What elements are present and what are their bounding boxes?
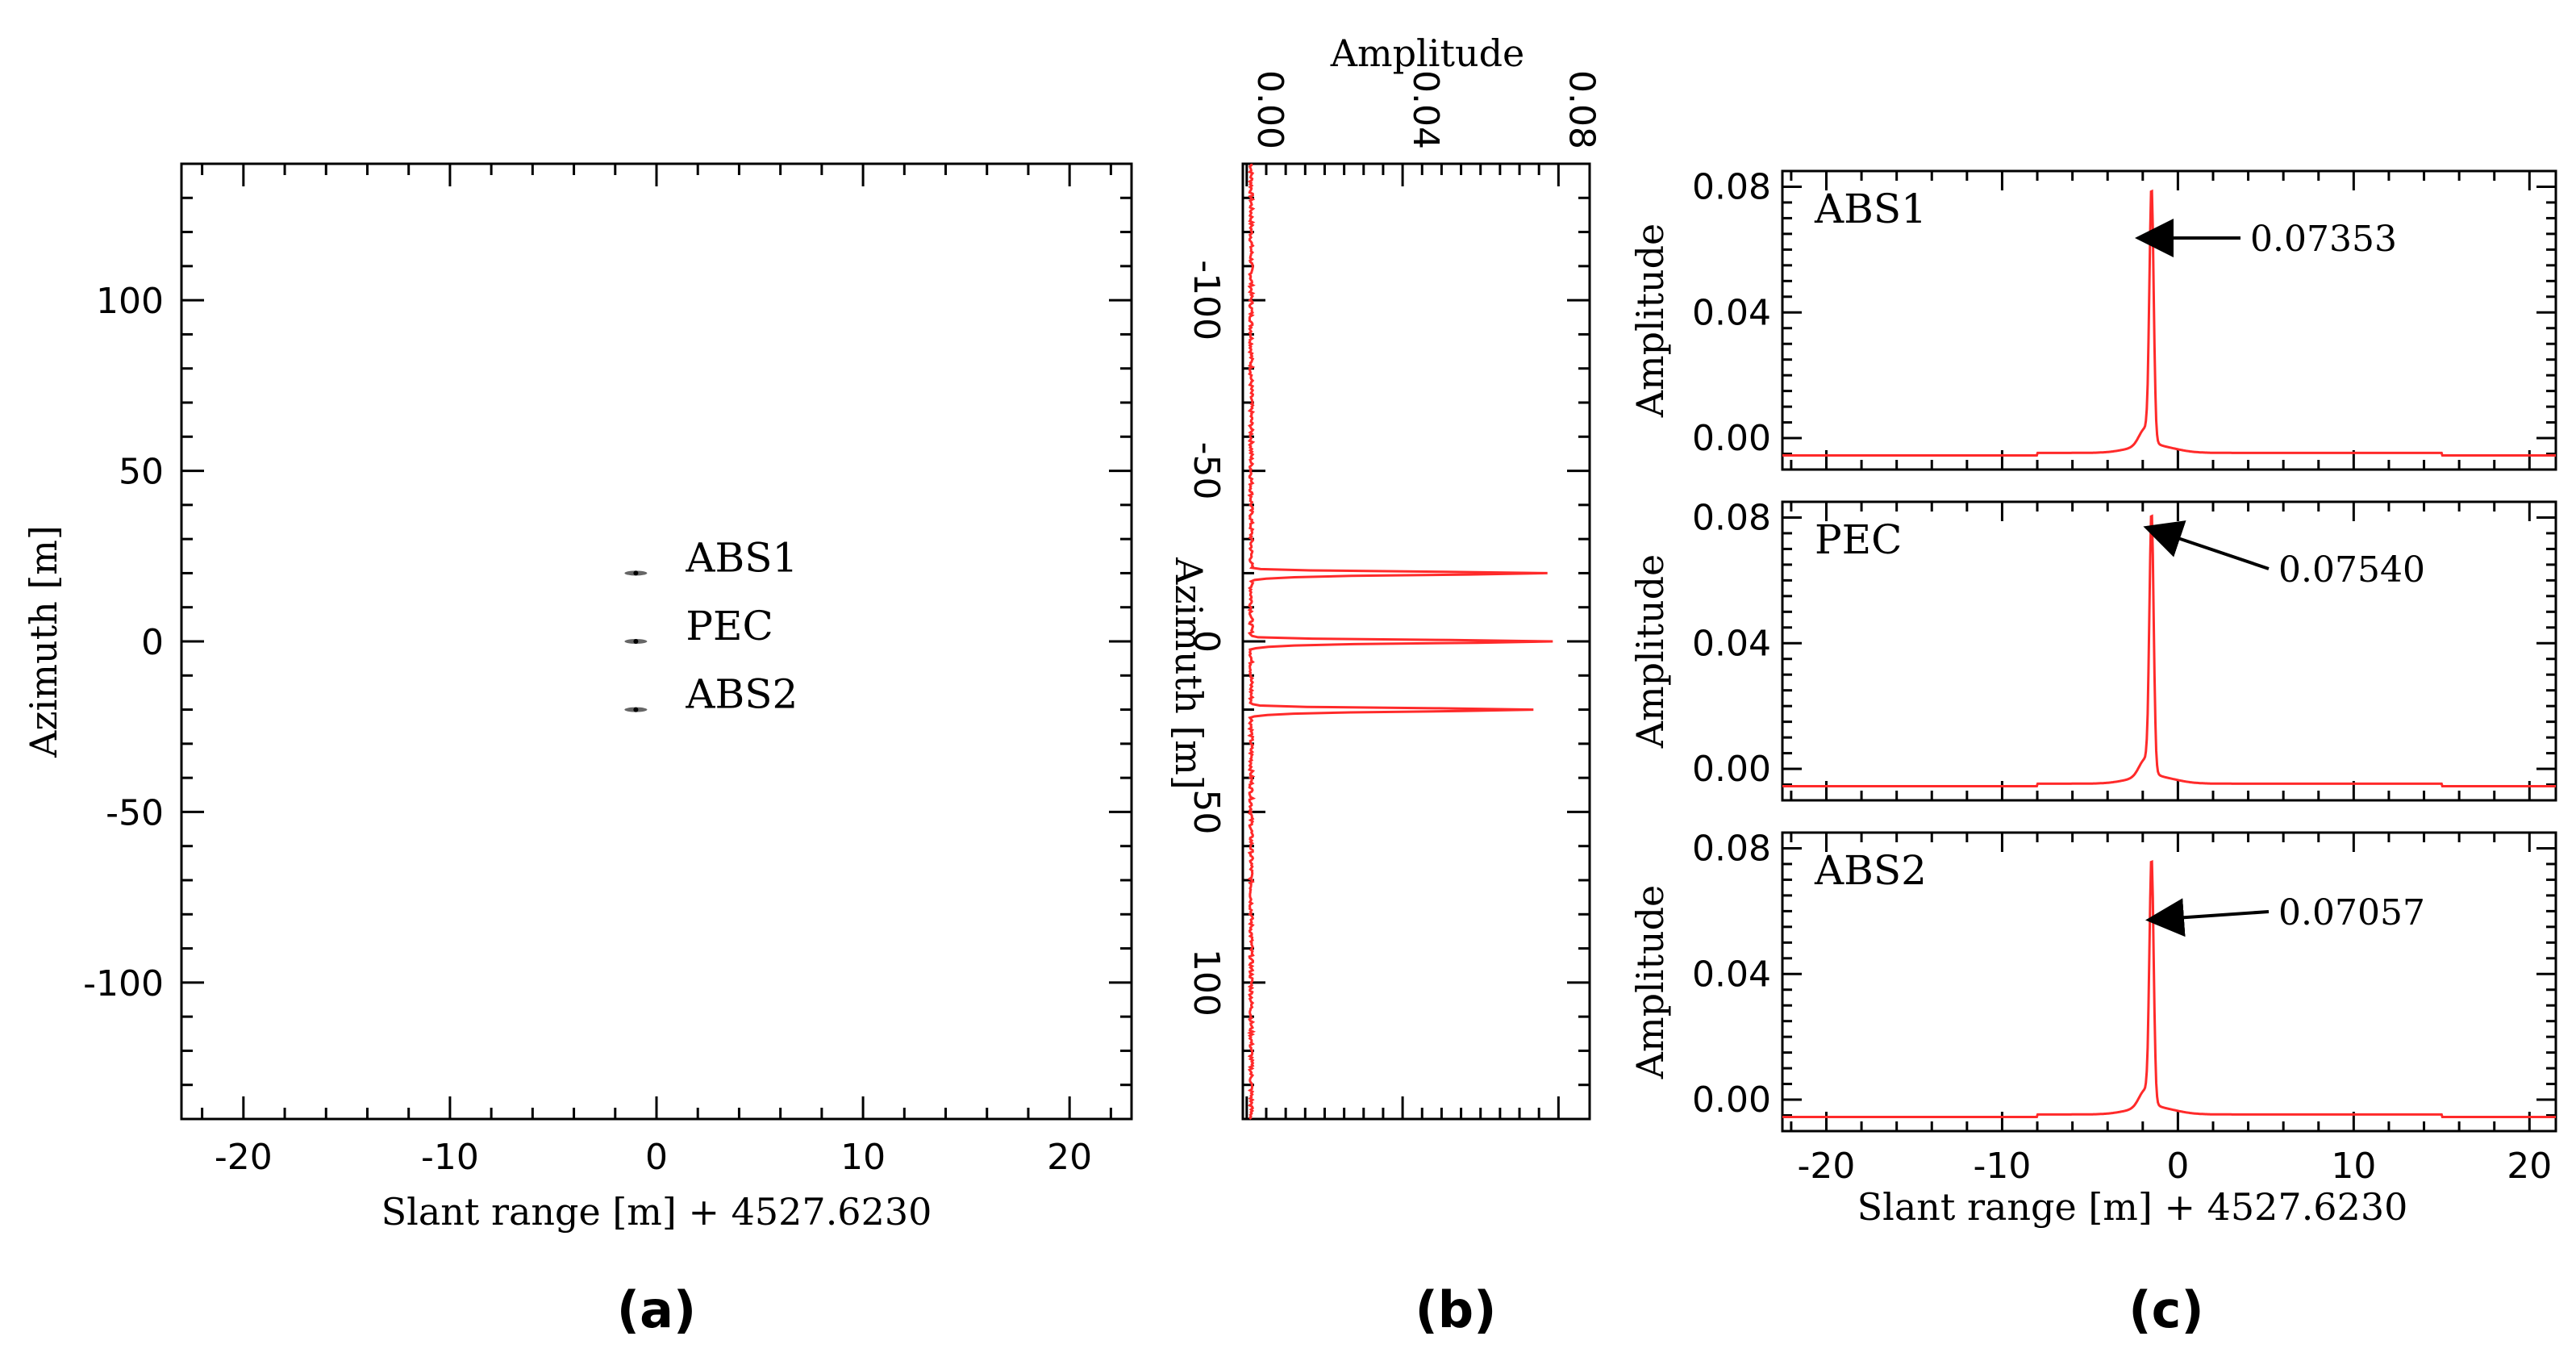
x-tick-label: 0: [2166, 1146, 2189, 1187]
target-label: ABS1: [685, 534, 798, 581]
panel-b-x-axis-label: Amplitude: [1330, 31, 1525, 75]
panel-c: 0.08 0.04 0.00 Amplitude ABS1 0.07353 0.08 0.04…: [1628, 166, 2557, 1339]
peak-value-label: 0.07540: [2278, 549, 2425, 591]
peak-value-label: 0.07353: [2250, 219, 2397, 260]
x-tick-label: -20: [1798, 1146, 1856, 1187]
panel-c-x-axis-label: Slant range [m] + 4527.6230: [1857, 1185, 2408, 1229]
subplot-frame: [1781, 831, 2557, 1133]
x-tick-label: 0.00: [1249, 70, 1290, 149]
panel-b: 0.00 0.04 0.08 -100 -50 0 50 100 Amplitude Azim…: [1167, 31, 1602, 1339]
subplot-abs1: 0.08 0.04 0.00 Amplitude ABS1 0.07353: [1628, 166, 2557, 471]
y-tick-label: 50: [1186, 789, 1227, 834]
amplitude-curve: [1782, 189, 2556, 457]
x-tick-label: 10: [840, 1137, 886, 1178]
panel-a-x-axis-label: Slant range [m] + 4527.6230: [381, 1190, 932, 1234]
panel-c-subplots: 0.08 0.04 0.00 Amplitude ABS1 0.07353 0.08 0.04…: [1628, 166, 2557, 1187]
target-label: ABS2: [685, 671, 798, 718]
x-tick-label: 20: [1047, 1137, 1092, 1178]
y-tick-label: 100: [1186, 949, 1227, 1017]
x-tick-label: -10: [421, 1137, 479, 1178]
y-tick-label: 0.04: [1692, 954, 1771, 995]
subplot-title: ABS2: [1814, 847, 1927, 894]
y-tick-label: 0.08: [1692, 166, 1771, 207]
y-tick-label: -100: [1186, 260, 1227, 340]
x-tick-label: -20: [215, 1137, 273, 1178]
panel-a-frame: [180, 162, 1133, 1121]
panel-a-label: (a): [617, 1280, 697, 1339]
y-tick-label: 0.08: [1692, 497, 1771, 538]
target-label: PEC: [686, 603, 773, 649]
panel-b-amplitude-curve: [1247, 163, 1553, 1120]
target-point-core: [633, 570, 639, 576]
y-tick-label: -50: [1186, 442, 1227, 500]
panel-a-targets: ABS1 PEC ABS2: [624, 534, 798, 718]
y-tick-label: 0.00: [1692, 418, 1771, 459]
y-tick-label: -50: [106, 792, 164, 833]
subplot-pec: 0.08 0.04 0.00 Amplitude PEC 0.07540: [1628, 497, 2557, 802]
x-tick-label: 0.08: [1561, 70, 1602, 149]
y-tick-label: -100: [83, 963, 164, 1004]
y-axis-label: Amplitude: [1628, 885, 1672, 1080]
amplitude-curve: [1782, 859, 2556, 1118]
y-tick-label: 0.04: [1692, 292, 1771, 333]
x-tick-label: 20: [2507, 1146, 2552, 1187]
peak-value-label: 0.07057: [2278, 892, 2425, 933]
y-tick-label: 0.08: [1692, 828, 1771, 869]
x-tick-label: -10: [1974, 1146, 2032, 1187]
panel-c-label: (c): [2128, 1280, 2203, 1339]
y-axis-label: Amplitude: [1628, 223, 1672, 419]
y-tick-label: 0.00: [1692, 1079, 1771, 1121]
peak-arrow: [2143, 520, 2270, 570]
panel-b-y-axis-label: Azimuth [m]: [1167, 557, 1211, 790]
panel-b-label: (b): [1415, 1280, 1496, 1339]
peak-arrow: [2145, 898, 2270, 937]
y-tick-label: 0: [141, 622, 164, 663]
y-tick-label: 0.00: [1692, 749, 1771, 790]
y-tick-label: 0: [1186, 630, 1227, 653]
subplot-title: ABS1: [1814, 186, 1927, 232]
x-tick-label: 0.04: [1405, 70, 1446, 149]
subplot-frame: [1781, 500, 2557, 802]
y-tick-label: 50: [119, 452, 164, 493]
y-tick-label: 100: [96, 281, 164, 322]
subplot-frame: [1781, 169, 2557, 471]
target-point-core: [633, 707, 639, 712]
y-tick-label: 0.04: [1692, 623, 1771, 664]
amplitude-curve: [1782, 514, 2556, 787]
subplot-abs2: -20 -10 0 10 20 0.08 0.04 0.00 Amplitude ABS2 0.07…: [1628, 828, 2557, 1187]
panel-b-ticks: 0.00 0.04 0.08 -100 -50 0 50 100: [1186, 70, 1602, 1119]
y-axis-label: Amplitude: [1628, 554, 1672, 749]
target-point-core: [633, 639, 639, 644]
panel-a-y-axis-label: Azimuth [m]: [22, 525, 65, 758]
x-tick-label: 0: [645, 1137, 668, 1178]
x-tick-label: 10: [2331, 1146, 2376, 1187]
subplot-title: PEC: [1815, 516, 1902, 563]
